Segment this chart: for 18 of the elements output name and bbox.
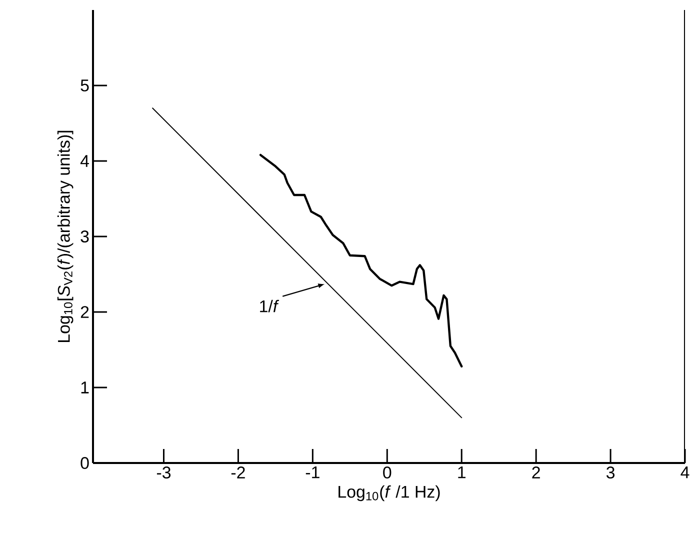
x-tick-label: -3 — [156, 466, 171, 479]
x-tick-label: 1 — [458, 466, 466, 478]
annotation: 1/f — [260, 300, 280, 312]
x-tick-label: 3 — [606, 466, 615, 479]
y-tick-label: 1 — [81, 382, 89, 394]
x-tick-label: 0 — [383, 466, 392, 479]
x-tick-label: -2 — [231, 466, 245, 478]
x-axis-title: Log$_{10}$(f /1 Hz) — [338, 485, 440, 502]
line-series — [259, 154, 463, 368]
y-axis-title: Log$_{10}$[S$_{V2}$(f)/(arbitrary units)] — [57, 130, 74, 342]
x-tick-label: 2 — [532, 466, 540, 478]
x-tick-label: -1 — [306, 466, 320, 478]
x-tick-label: 4 — [680, 466, 690, 478]
y-tick-label: 5 — [80, 80, 89, 92]
y-tick-label: 4 — [80, 155, 89, 167]
y-tick-label: 0 — [80, 457, 89, 469]
y-tick-label: 3 — [80, 230, 89, 242]
y-tick-label: 2 — [80, 306, 89, 318]
